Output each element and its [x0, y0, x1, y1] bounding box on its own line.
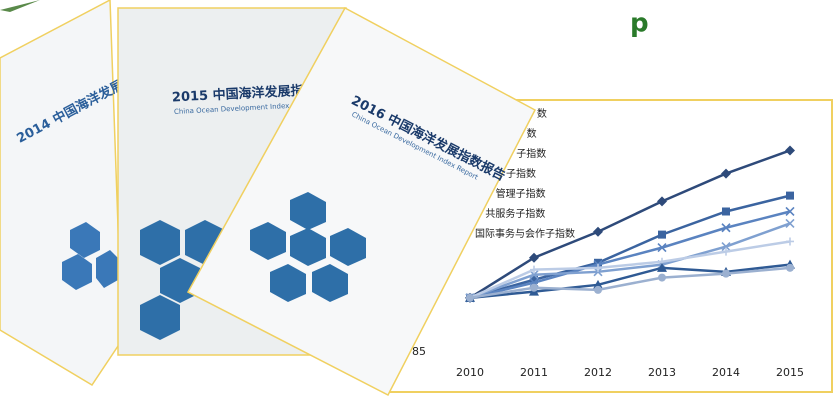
series-line: [469, 194, 791, 300]
legend-label: 数: [527, 127, 537, 140]
marker: [530, 275, 538, 284]
marker: [593, 279, 603, 289]
marker: [721, 168, 731, 179]
x-tick-label: 2013: [648, 366, 676, 379]
hexes: [250, 192, 366, 302]
green-corner: [0, 0, 40, 12]
header-fragment: p: [630, 9, 649, 39]
series-line: [469, 240, 791, 299]
series-line: [469, 266, 791, 300]
x-tick-label: 2010: [456, 366, 484, 379]
series-line: [469, 210, 791, 300]
marker: [594, 263, 602, 272]
marker: [594, 285, 602, 294]
hexes: [62, 222, 118, 290]
marker: [785, 145, 795, 156]
legend-label: 子指数: [506, 167, 536, 180]
series-line: [469, 263, 791, 300]
marker: [657, 262, 667, 272]
marker: [658, 230, 666, 239]
marker: [722, 207, 730, 216]
x-tick-label: 2014: [712, 366, 740, 379]
marker: [657, 196, 667, 207]
x-tick-label: 2015: [776, 366, 804, 379]
marker: [786, 237, 794, 246]
marker: [657, 243, 667, 253]
marker: [785, 206, 795, 217]
cover-2016: [186, 6, 537, 397]
marker: [466, 293, 474, 302]
marker: [594, 258, 602, 267]
marker: [529, 252, 539, 263]
series-line: [469, 149, 791, 299]
marker: [530, 265, 538, 274]
marker: [721, 223, 731, 233]
x-tick-label: 2012: [584, 366, 612, 379]
marker: [530, 283, 538, 292]
legend-label: 管理子指数: [496, 187, 546, 200]
legend-label: 国际事务与会作子指数: [475, 227, 575, 240]
marker: [721, 241, 731, 252]
marker: [658, 273, 666, 282]
x-tick-label: 2011: [520, 366, 548, 379]
covers: 2014 中国海洋发展指数 2015 中国海洋发展指数报告 China Ocea…: [0, 0, 537, 397]
marker: [722, 247, 730, 256]
marker: [786, 191, 794, 200]
y-tick-label: 85: [412, 345, 426, 358]
cover-2014: [0, 0, 123, 387]
marker: [786, 263, 794, 272]
legend-label: 数: [537, 107, 547, 120]
series-line: [469, 222, 791, 299]
legend-label: 共服务子指数: [485, 207, 545, 220]
legend-label: 子指数: [516, 147, 546, 160]
marker: [722, 269, 730, 278]
marker: [785, 218, 795, 228]
marker: [593, 226, 603, 237]
